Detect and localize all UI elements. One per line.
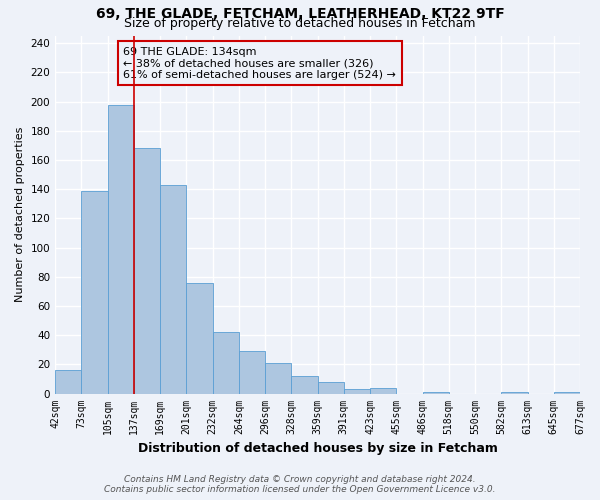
Bar bbox=[265, 363, 292, 394]
Y-axis label: Number of detached properties: Number of detached properties bbox=[15, 127, 25, 302]
Bar bbox=[317, 382, 344, 394]
Bar bbox=[239, 351, 265, 394]
Bar bbox=[344, 389, 370, 394]
Bar bbox=[107, 104, 134, 394]
Bar bbox=[187, 282, 212, 394]
Bar bbox=[370, 388, 397, 394]
X-axis label: Distribution of detached houses by size in Fetcham: Distribution of detached houses by size … bbox=[137, 442, 497, 455]
Bar bbox=[501, 392, 527, 394]
Bar bbox=[55, 370, 82, 394]
Bar bbox=[292, 376, 317, 394]
Bar bbox=[212, 332, 239, 394]
Bar bbox=[422, 392, 449, 394]
Bar bbox=[134, 148, 160, 394]
Bar bbox=[160, 185, 187, 394]
Text: 69, THE GLADE, FETCHAM, LEATHERHEAD, KT22 9TF: 69, THE GLADE, FETCHAM, LEATHERHEAD, KT2… bbox=[95, 8, 505, 22]
Text: Contains HM Land Registry data © Crown copyright and database right 2024.
Contai: Contains HM Land Registry data © Crown c… bbox=[104, 474, 496, 494]
Bar bbox=[82, 190, 107, 394]
Text: Size of property relative to detached houses in Fetcham: Size of property relative to detached ho… bbox=[124, 18, 476, 30]
Text: 69 THE GLADE: 134sqm
← 38% of detached houses are smaller (326)
61% of semi-deta: 69 THE GLADE: 134sqm ← 38% of detached h… bbox=[124, 46, 396, 80]
Bar bbox=[554, 392, 580, 394]
